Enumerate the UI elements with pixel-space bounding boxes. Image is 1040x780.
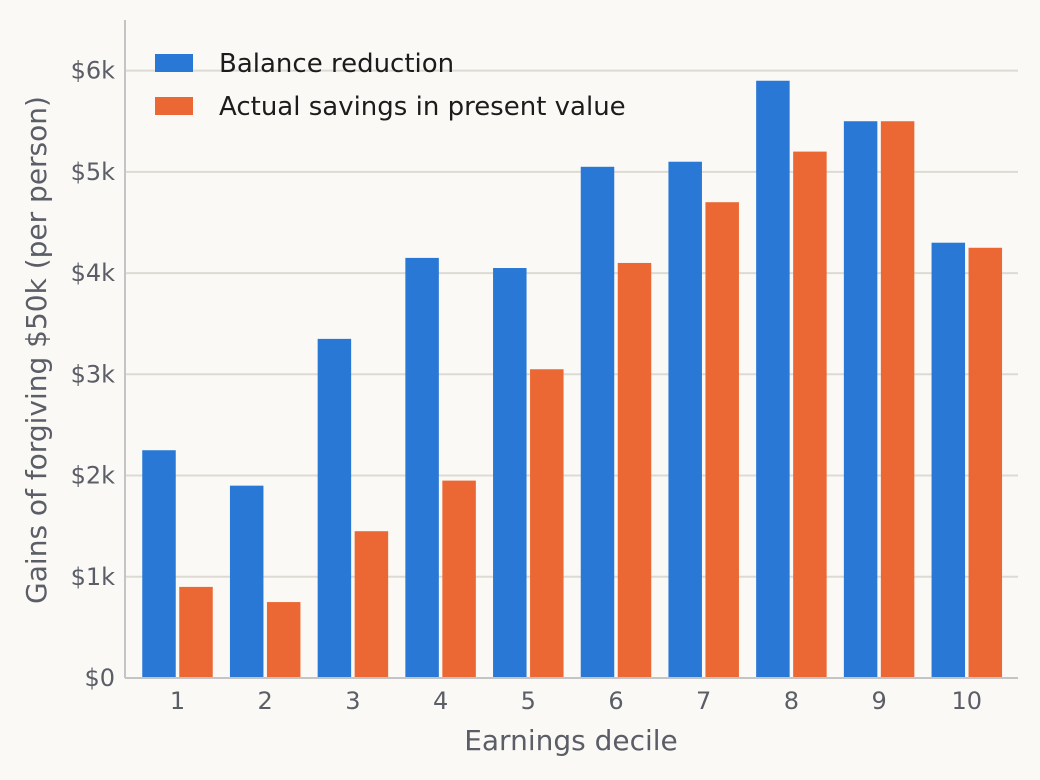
y-tick-label: $2k <box>71 462 116 490</box>
bar-balance-reduction-decile-7 <box>668 161 702 678</box>
bar-balance-reduction-decile-4 <box>405 257 439 678</box>
y-tick-label: $3k <box>71 360 116 388</box>
bar-balance-reduction-decile-5 <box>493 268 527 678</box>
bar-balance-reduction-decile-8 <box>756 80 790 678</box>
y-tick-label: $0 <box>84 664 115 692</box>
x-tick-labels: 1 2 3 4 5 6 7 8 9 10 <box>170 687 982 715</box>
bar-balance-reduction-decile-1 <box>142 450 176 678</box>
legend: Balance reduction Actual savings in pres… <box>155 49 626 122</box>
x-tick-label: 3 <box>345 687 360 715</box>
bar-balance-reduction-decile-2 <box>229 485 264 678</box>
bar-actual-savings-decile-2 <box>266 602 301 678</box>
bar-actual-savings-decile-10 <box>968 247 1003 678</box>
legend-label-balance-reduction: Balance reduction <box>219 49 454 79</box>
bar-actual-savings-decile-9 <box>880 121 915 678</box>
bar-actual-savings-decile-5 <box>530 369 564 678</box>
x-tick-label: 6 <box>608 687 623 715</box>
legend-swatch-balance-reduction <box>155 54 193 72</box>
bar-actual-savings-decile-4 <box>442 480 476 678</box>
x-tick-label: 10 <box>952 687 983 715</box>
x-tick-label: 5 <box>521 687 536 715</box>
bar-actual-savings-decile-8 <box>793 151 827 679</box>
y-tick-label: $4k <box>71 259 116 287</box>
bar-actual-savings-decile-1 <box>179 586 213 678</box>
x-tick-label: 1 <box>170 687 185 715</box>
x-tick-label: 4 <box>433 687 448 715</box>
x-tick-label: 2 <box>258 687 273 715</box>
y-tick-labels: $0 $1k $2k $3k $4k $5k $6k <box>71 57 116 692</box>
y-tick-label: $6k <box>71 57 116 85</box>
bar-actual-savings-decile-3 <box>354 531 389 678</box>
legend-swatch-actual-savings <box>155 97 193 115</box>
x-tick-label: 9 <box>871 687 886 715</box>
bar-balance-reduction-decile-6 <box>580 166 615 679</box>
x-axis-title: Earnings decile <box>464 724 678 757</box>
y-tick-label: $5k <box>71 158 116 186</box>
y-tick-label: $1k <box>71 563 116 591</box>
legend-label-actual-savings: Actual savings in present value <box>219 92 626 122</box>
x-tick-label: 7 <box>696 687 711 715</box>
x-tick-label: 8 <box>784 687 799 715</box>
bar-balance-reduction-decile-3 <box>317 338 352 678</box>
bar-balance-reduction-decile-9 <box>843 121 878 678</box>
bar-actual-savings-decile-6 <box>617 262 652 678</box>
bar-actual-savings-decile-7 <box>705 202 739 678</box>
bar-balance-reduction-decile-10 <box>931 242 966 678</box>
y-axis-title: Gains of forgiving $50k (per person) <box>20 96 53 604</box>
bars <box>142 80 1003 679</box>
